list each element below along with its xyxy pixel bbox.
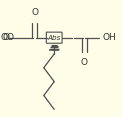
Text: O: O (0, 33, 7, 42)
Text: OH: OH (103, 33, 117, 42)
Text: Abs: Abs (47, 35, 61, 41)
Text: O: O (81, 58, 88, 67)
FancyBboxPatch shape (46, 32, 62, 43)
Text: O: O (2, 33, 9, 42)
Text: O: O (31, 8, 38, 17)
Text: O: O (7, 33, 14, 42)
